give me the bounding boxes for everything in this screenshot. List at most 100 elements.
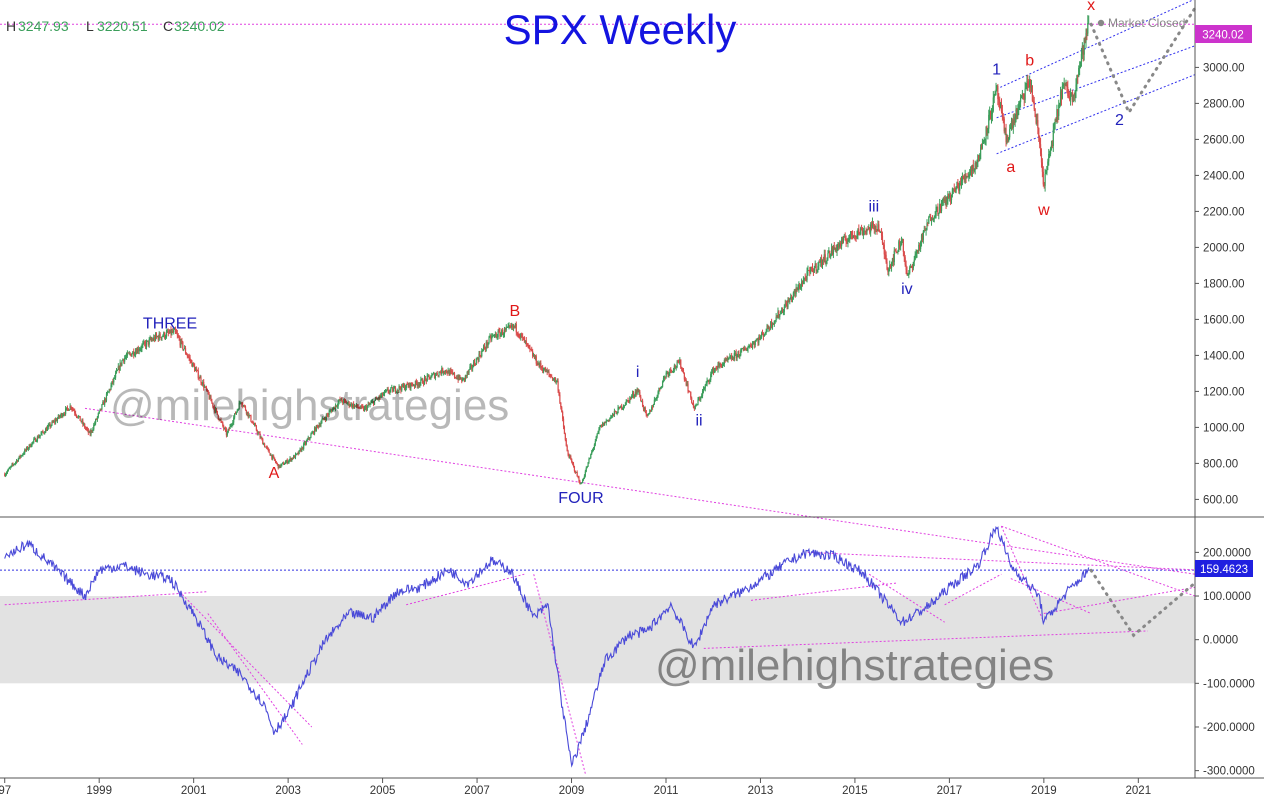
candle-body [979,147,982,160]
candle-body [1048,153,1050,162]
candle-body [144,341,146,344]
candle-body [916,250,918,254]
candle-body [504,328,506,330]
candle-body [573,466,576,471]
candle-body [30,446,32,448]
candle-body [580,483,582,485]
candle-body [574,470,576,473]
candle-body [568,454,570,458]
candle-body [609,418,611,421]
candle-body [365,406,367,410]
candle-body [796,287,798,291]
price-channel-line [996,45,1196,119]
candle-body [189,357,191,361]
candle-body [554,378,556,382]
candle-body [772,323,775,325]
candle-body [788,300,790,302]
last-osc-tag-text: 159.4623 [1200,564,1248,576]
candle-body [45,428,47,433]
candle-body [1070,92,1073,94]
candle-body [216,410,218,415]
candle-body [960,183,962,186]
candle-body [996,86,998,90]
candle-body [291,458,293,461]
candle-body [651,407,654,408]
candle-body [750,345,752,347]
candle-body [496,337,498,338]
candle-body [306,439,308,441]
osc-tick-label: -200.0000 [1203,722,1255,734]
candle-body [436,373,438,376]
candle-body [972,164,974,171]
candle-body [338,399,340,403]
candle-body [532,351,534,357]
candle-body [1013,119,1015,123]
candle-body [471,365,473,369]
candle-body [269,453,271,456]
price-tick-label: 1400.00 [1203,350,1245,362]
candle-body [888,269,890,272]
candle-body [378,395,380,400]
candle-body [704,385,706,389]
candle-body [1049,153,1051,155]
candle-body [769,328,771,330]
candle-body [926,223,928,230]
candle-body [47,425,49,428]
candle-body [239,402,241,404]
candle-body [226,432,228,436]
candle-body [273,456,275,458]
candle-body [455,377,457,379]
candle-body [1000,104,1003,112]
candle-body [275,462,278,464]
candle-body [229,425,231,430]
candle-body [462,377,465,379]
osc-trend-line [807,551,1196,571]
candle-body [901,238,904,241]
candle-body [40,433,42,436]
candle-body [126,352,128,356]
candle-body [364,406,367,408]
candle-body [255,426,258,431]
candle-body [423,383,425,385]
candle-body [294,454,297,458]
candle-body [995,89,997,91]
candle-body [983,139,985,142]
candle-body [821,259,824,266]
candle-body [684,379,686,381]
candle-body [814,263,816,268]
candle-body [130,353,132,357]
candle-body [494,334,496,336]
candle-body [164,336,167,338]
candle-body [673,365,675,370]
candle-body [172,331,174,333]
candle-body [1075,84,1077,91]
candle-body [204,386,207,388]
candle-body [954,190,956,193]
candle-body [882,243,884,245]
candle-body [532,355,535,357]
candle-body [413,385,415,387]
candle-body [435,373,437,376]
wave-label: 1 [992,62,1001,79]
candle-body [758,336,760,343]
candle-body [563,426,566,435]
candle-body [397,389,399,391]
candle-body [798,284,800,289]
candle-body [1026,81,1028,88]
candle-body [776,316,778,318]
candle-body [187,356,189,357]
candle-body [737,352,739,355]
candle-body [117,366,119,370]
candle-body [48,424,50,426]
candle-body [632,393,635,397]
candle-body [641,400,644,407]
candle-body [894,250,896,252]
candle-body [596,433,598,437]
candle-body [91,430,93,432]
candle-body [592,449,594,452]
candle-body [977,155,979,163]
candle-body [522,337,525,339]
candle-body [670,368,672,371]
